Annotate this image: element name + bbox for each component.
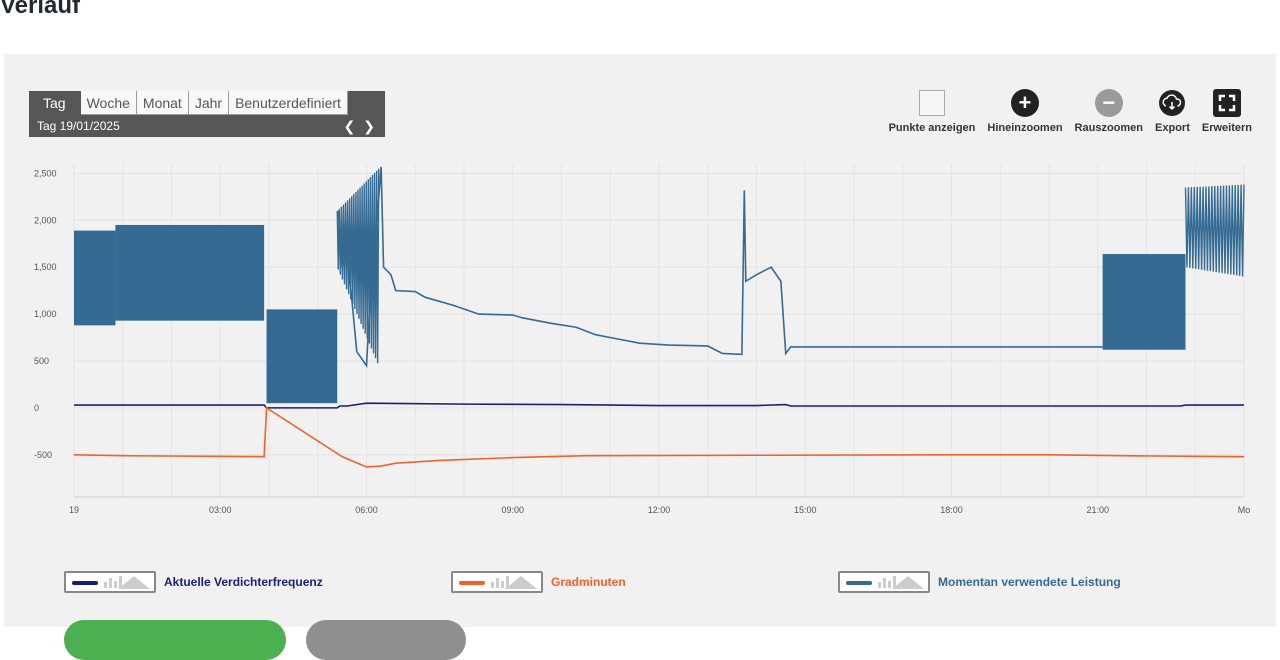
x-tick-label: 21:00 xyxy=(1086,505,1109,515)
x-tick-label: 12:00 xyxy=(648,505,671,515)
expand-button[interactable]: Erweitern xyxy=(1202,88,1252,134)
series-oscillation-band xyxy=(1102,254,1186,350)
legend-line-icon xyxy=(72,581,98,585)
legend-label: Aktuelle Verdichterfrequenz xyxy=(164,575,323,589)
series-oscillation-spike xyxy=(1184,184,1245,277)
legend-item-compressor-frequency[interactable]: Aktuelle Verdichterfrequenz xyxy=(64,571,323,593)
x-tick-label: 03:00 xyxy=(209,505,232,515)
x-tick-label: 06:00 xyxy=(355,505,378,515)
plus-icon: + xyxy=(1010,89,1039,117)
area-chart-icon xyxy=(505,576,537,589)
y-tick-label: 500 xyxy=(34,356,49,366)
x-tick-label: 18:00 xyxy=(940,505,963,515)
checkbox-icon[interactable] xyxy=(918,90,945,116)
export-button[interactable]: Export xyxy=(1155,88,1190,134)
series-line xyxy=(74,402,1244,409)
y-tick-label: 2,000 xyxy=(34,215,57,225)
fullscreen-icon xyxy=(1212,89,1241,117)
y-tick-label: 1,000 xyxy=(34,309,57,319)
legend-label: Gradminuten xyxy=(551,575,626,589)
series-gradminuten xyxy=(73,406,1245,468)
x-tick-label: 15:00 xyxy=(794,505,817,515)
primary-action-button[interactable] xyxy=(64,620,286,660)
date-label: Tag 19/01/2025 xyxy=(37,119,120,133)
legend-symbol xyxy=(838,571,930,593)
series-momentan-verwendete-leistung xyxy=(74,166,1245,404)
legend-item-power-used[interactable]: Momentan verwendete Leistung xyxy=(838,571,1121,593)
x-tick-label: 09:00 xyxy=(501,505,524,515)
export-label: Export xyxy=(1155,122,1190,134)
x-axis-ticks: 19 03:00 06:00 09:00 12:00 15:00 18:00 21:00 Mo xyxy=(69,505,1250,515)
cloud-download-icon xyxy=(1159,90,1186,116)
minus-icon: − xyxy=(1094,89,1123,117)
series-aktuelle-verdichterfrequenz xyxy=(74,402,1244,409)
zoom-out-button[interactable]: − Rauszoomen xyxy=(1075,88,1143,134)
zoom-out-label: Rauszoomen xyxy=(1074,122,1144,134)
zoom-in-label: Hineinzoomen xyxy=(987,122,1063,134)
tab-monat[interactable]: Monat xyxy=(136,91,189,115)
chart-toolbar: Punkte anzeigen + Hineinzoomen − Rauszoo… xyxy=(889,88,1252,134)
period-tabs: Tag Woche Monat Jahr Benutzerdefiniert xyxy=(29,91,385,115)
x-tick-label: 19 xyxy=(69,505,79,515)
y-tick-label: 0 xyxy=(34,403,39,413)
chart-canvas: 2,500 2,000 1,500 1,000 500 0 -500 19 03:00 06:0… xyxy=(34,164,1250,515)
y-tick-label: 2,500 xyxy=(34,168,57,178)
expand-label: Erweitern xyxy=(1201,122,1252,134)
legend-symbol xyxy=(64,571,156,593)
period-selector: Tag Woche Monat Jahr Benutzerdefiniert T… xyxy=(29,91,385,137)
legend-line-icon xyxy=(846,581,872,585)
series-line xyxy=(73,406,1245,468)
chevron-left-icon[interactable]: ❮ xyxy=(343,117,356,134)
y-axis-ticks: 2,500 2,000 1,500 1,000 500 0 -500 xyxy=(34,168,57,459)
show-points-toggle[interactable]: Punkte anzeigen xyxy=(888,88,976,134)
legend-line-icon xyxy=(459,581,485,585)
legend-symbol xyxy=(451,571,543,593)
tab-jahr[interactable]: Jahr xyxy=(188,91,230,115)
date-row: Tag 19/01/2025 ❮ ❯ xyxy=(29,115,385,137)
tab-woche[interactable]: Woche xyxy=(80,91,137,115)
y-tick-label: 1,500 xyxy=(34,262,57,272)
area-chart-icon xyxy=(118,576,150,589)
tab-benutzerdefiniert[interactable]: Benutzerdefiniert xyxy=(229,91,348,115)
legend-item-degree-minutes[interactable]: Gradminuten xyxy=(451,571,626,593)
zoom-in-button[interactable]: + Hineinzoomen xyxy=(987,88,1063,134)
secondary-action-button[interactable] xyxy=(306,620,466,660)
legend-label: Momentan verwendete Leistung xyxy=(938,575,1121,589)
y-tick-label: -500 xyxy=(34,450,52,460)
x-tick-label: Mo xyxy=(1238,505,1251,515)
series-oscillation-band xyxy=(74,230,116,326)
series-line xyxy=(337,166,1103,369)
show-points-label: Punkte anzeigen xyxy=(888,122,976,134)
chart-series xyxy=(73,166,1245,468)
page-title: Verlauf xyxy=(0,0,81,19)
date-navigation: ❮ ❯ xyxy=(344,118,375,135)
series-oscillation-band xyxy=(266,309,338,404)
area-chart-icon xyxy=(892,576,924,589)
chevron-right-icon[interactable]: ❯ xyxy=(363,117,375,134)
chart-legend: Aktuelle Verdichterfrequenz Gradminuten … xyxy=(4,571,1276,599)
tab-tag[interactable]: Tag xyxy=(29,91,81,115)
chart-grid xyxy=(73,164,1245,498)
chart-panel: Tag Woche Monat Jahr Benutzerdefiniert T… xyxy=(4,54,1276,660)
series-oscillation-band xyxy=(115,224,265,321)
